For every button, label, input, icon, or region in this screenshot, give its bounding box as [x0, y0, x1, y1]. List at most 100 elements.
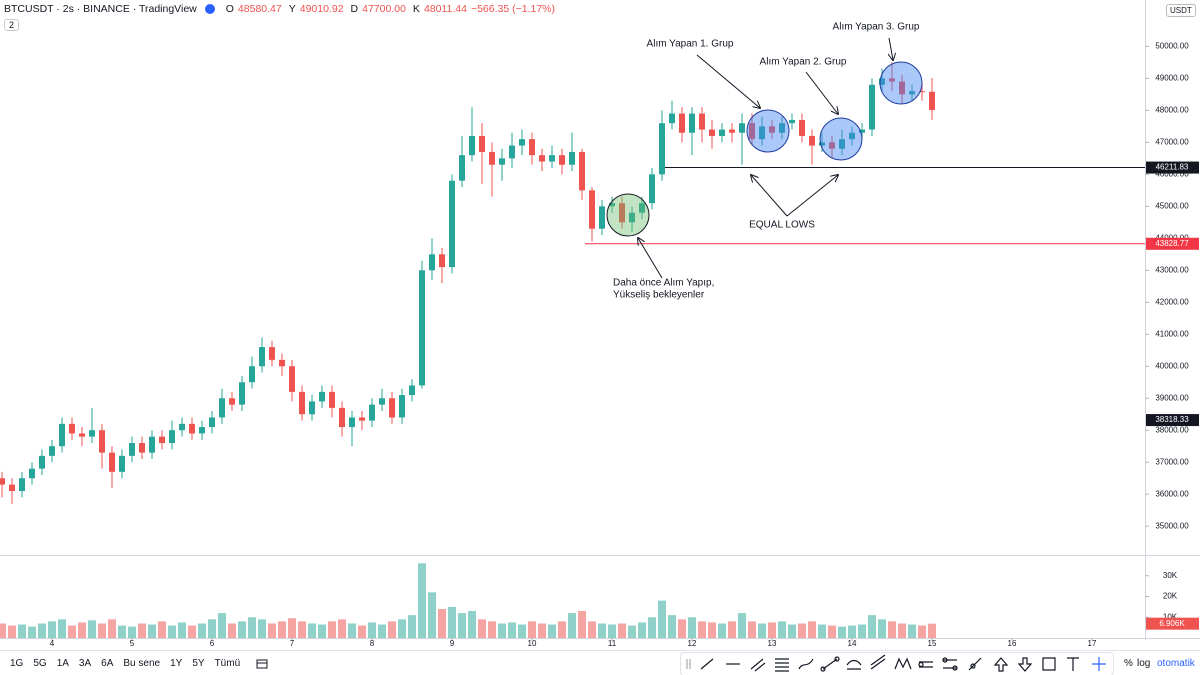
- header: BTCUSDT · 2s · BINANCE · TradingView O 48…: [4, 3, 555, 15]
- volume-tick-label: 20K: [1163, 592, 1178, 601]
- tool[interactable]: [1017, 657, 1033, 672]
- candle-body: [579, 151, 585, 191]
- candle-body: [269, 347, 275, 360]
- ohlc-key: K: [412, 3, 420, 15]
- volume-bar: [798, 623, 806, 638]
- candle-body: [849, 132, 855, 140]
- volume-bar: [718, 623, 726, 638]
- auto-toggle[interactable]: otomatik: [1157, 658, 1195, 669]
- candle-body: [259, 347, 265, 367]
- range-button[interactable]: 1A: [56, 658, 69, 669]
- range-button[interactable]: Bu sene: [123, 658, 161, 669]
- candle-body: [219, 398, 225, 418]
- x-tick-label: 17: [1088, 639, 1097, 648]
- x-tick-label: 8: [370, 639, 375, 648]
- tool[interactable]: [993, 657, 1009, 672]
- volume-bar: [248, 617, 256, 638]
- candle-body: [329, 391, 335, 408]
- bottom-toolbar: 1G 5G 1A 3A 6A Bu sene 1Y 5Y Tümü % log …: [0, 650, 1200, 675]
- tool[interactable]: [1092, 657, 1106, 671]
- log-toggle[interactable]: log: [1137, 658, 1151, 669]
- tool[interactable]: [700, 658, 714, 670]
- y-tick-label: 36000.00: [1155, 489, 1189, 498]
- volume-bar: [928, 623, 936, 638]
- candle-body: [859, 129, 865, 133]
- tool[interactable]: [1067, 657, 1079, 671]
- tool[interactable]: [798, 658, 814, 670]
- range-button[interactable]: 5G: [33, 658, 47, 669]
- volume-bar: [878, 619, 886, 638]
- range-button[interactable]: 1G: [10, 658, 24, 669]
- tool[interactable]: [1042, 657, 1056, 671]
- tool[interactable]: [870, 654, 886, 670]
- highlight-circle: [746, 109, 790, 153]
- candle-body: [919, 91, 925, 93]
- volume-bar: [748, 621, 756, 638]
- candle-body: [699, 113, 705, 130]
- tool[interactable]: [846, 659, 862, 670]
- tool[interactable]: [750, 658, 766, 672]
- volume-bar: [388, 621, 396, 638]
- x-tick-label: 7: [290, 639, 295, 648]
- goto-date-icon[interactable]: [255, 658, 269, 670]
- candle-body: [909, 91, 915, 95]
- tool[interactable]: [820, 656, 840, 672]
- candle-body: [9, 484, 15, 492]
- x-tick-label: 15: [928, 639, 937, 648]
- range-button[interactable]: Tümü: [214, 658, 241, 669]
- volume-bar: [138, 623, 146, 638]
- candle-body: [839, 139, 845, 149]
- volume-bar: [358, 625, 366, 638]
- volume-bar: [128, 626, 136, 638]
- tool[interactable]: [918, 661, 933, 668]
- symbol-title[interactable]: BTCUSDT · 2s · BINANCE · TradingView: [4, 3, 197, 15]
- annotation: Alım Yapan 2. Grup: [760, 57, 847, 68]
- y-tick-label: 43000.00: [1155, 265, 1189, 274]
- candle-body: [539, 155, 545, 162]
- x-tick-label: 5: [130, 639, 135, 648]
- candle-body: [659, 123, 665, 175]
- volume-label-box: [1146, 617, 1199, 630]
- x-tick-label: 6: [210, 639, 215, 648]
- tool[interactable]: [942, 657, 958, 671]
- volume-bar: [308, 623, 316, 638]
- range-button[interactable]: 6A: [101, 658, 114, 669]
- volume-tick-label: 10K: [1163, 612, 1178, 621]
- candle-body: [589, 190, 595, 229]
- tool[interactable]: [686, 659, 691, 669]
- volume-bar: [858, 624, 866, 638]
- volume-bar: [378, 624, 386, 638]
- range-button[interactable]: 1Y: [170, 658, 183, 669]
- arrow: [805, 71, 838, 114]
- currency-selector[interactable]: USDT: [1166, 4, 1196, 17]
- candle-body: [789, 119, 795, 124]
- range-button[interactable]: 5Y: [192, 658, 205, 669]
- tool[interactable]: [894, 657, 912, 670]
- candle-body: [169, 430, 175, 444]
- marks: 35000.00 36000.00 37000.00 38000.00 39000.00…: [0, 41, 1199, 648]
- candle-body: [719, 129, 725, 136]
- candle-body: [389, 398, 395, 418]
- tool[interactable]: [968, 657, 982, 671]
- candle-body: [89, 430, 95, 437]
- candle-body: [409, 385, 415, 396]
- candle-body: [379, 398, 385, 405]
- y-tick-label: 49000.00: [1155, 73, 1189, 82]
- volume-bar: [638, 622, 646, 638]
- tool[interactable]: [775, 658, 789, 672]
- candle-body: [299, 391, 305, 415]
- drawing-tools: [680, 652, 1114, 675]
- candle-body: [619, 203, 625, 223]
- annotation: Alım Yapan 1. Grup: [647, 39, 734, 50]
- candle-body: [889, 78, 895, 82]
- volume-bar: [778, 621, 786, 638]
- candle-body: [189, 423, 195, 434]
- percent-toggle[interactable]: %: [1124, 658, 1133, 669]
- volume-bar: [888, 621, 896, 638]
- range-button[interactable]: 3A: [78, 658, 92, 669]
- candle-body: [879, 78, 885, 85]
- candle-body: [99, 430, 105, 453]
- replay-icon[interactable]: [204, 4, 215, 14]
- volume-bar: [218, 613, 226, 638]
- study-count[interactable]: 2: [4, 19, 20, 31]
